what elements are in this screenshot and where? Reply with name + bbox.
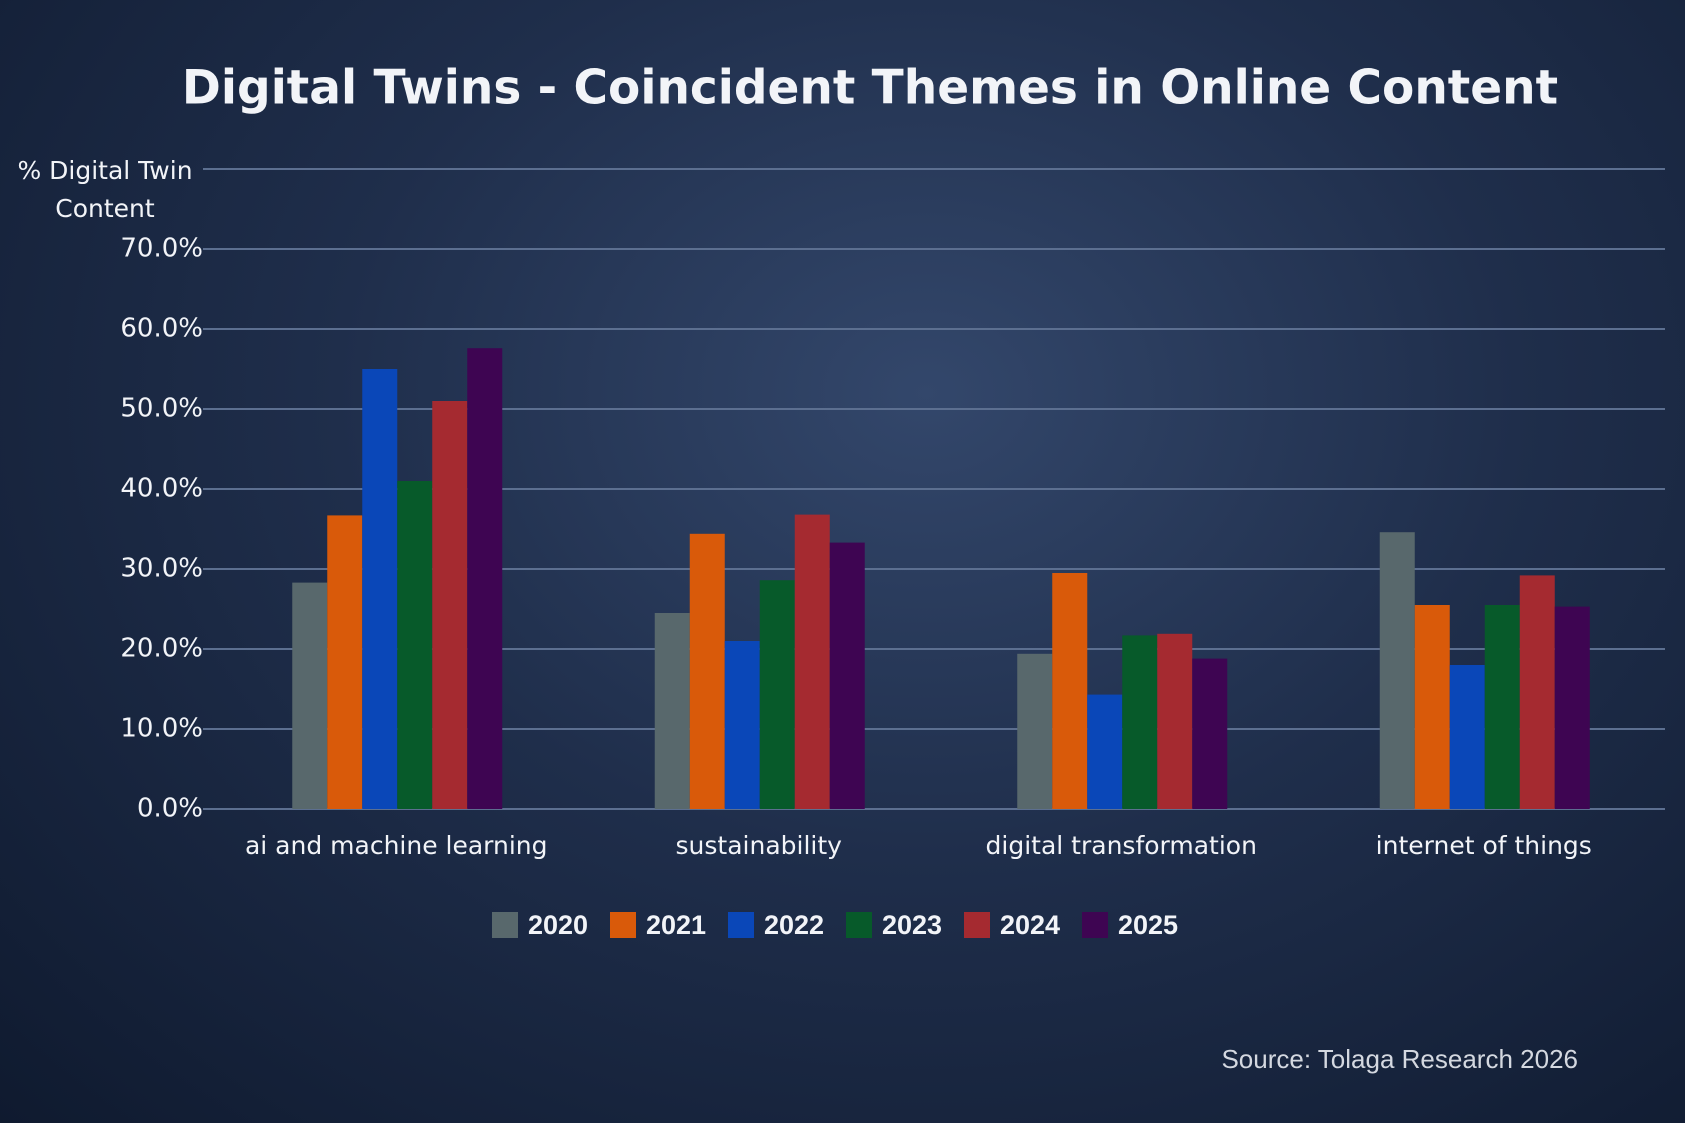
y-tick-label: 20.0% — [120, 634, 203, 664]
bar — [292, 582, 328, 809]
y-tick-label: 70.0% — [120, 234, 203, 264]
legend-swatch — [728, 912, 754, 938]
legend-label: 2022 — [764, 910, 824, 940]
legend-swatch — [610, 912, 636, 938]
bar — [1519, 575, 1555, 809]
y-tick-label: 0.0% — [137, 794, 203, 824]
y-axis-title: % Digital Twin Content — [17, 156, 193, 223]
legend-label: 2025 — [1118, 910, 1178, 940]
bar — [1554, 606, 1590, 809]
bar — [1449, 665, 1485, 809]
bar — [1122, 635, 1158, 809]
bar — [1379, 532, 1415, 809]
bar — [432, 401, 468, 809]
chart-title: Digital Twins - Coincident Themes in Onl… — [182, 61, 1558, 116]
legend-label: 2020 — [528, 910, 588, 940]
bar — [794, 514, 830, 809]
x-tick-label: digital transformation — [986, 831, 1257, 860]
y-tick-label: 40.0% — [120, 474, 203, 504]
bar — [1017, 653, 1053, 809]
bar — [1157, 633, 1193, 809]
legend-swatch — [492, 912, 518, 938]
x-tick-label: ai and machine learning — [245, 831, 548, 860]
y-tick-label: 30.0% — [120, 554, 203, 584]
bar — [362, 369, 398, 809]
bar — [1192, 658, 1228, 809]
legend-label: 2024 — [1000, 910, 1060, 940]
legend-swatch — [964, 912, 990, 938]
bar — [724, 641, 760, 809]
bar — [1052, 573, 1088, 809]
y-tick-label: 60.0% — [120, 314, 203, 344]
bar — [1087, 694, 1123, 809]
legend-swatch — [846, 912, 872, 938]
legend-swatch — [1082, 912, 1108, 938]
bar — [397, 481, 433, 809]
source-note: Source: Tolaga Research 2026 — [1221, 1044, 1578, 1074]
bar — [467, 348, 503, 809]
bar — [1414, 605, 1450, 809]
bar — [327, 515, 363, 809]
bar — [689, 533, 725, 809]
y-tick-label: 50.0% — [120, 394, 203, 424]
legend-label: 2023 — [882, 910, 942, 940]
legend-label: 2021 — [646, 910, 706, 940]
bar — [654, 613, 690, 809]
bar — [759, 580, 795, 809]
bar — [1484, 605, 1520, 809]
x-tick-label: internet of things — [1376, 831, 1592, 860]
x-tick-label: sustainability — [676, 831, 843, 860]
y-tick-label: 10.0% — [120, 714, 203, 744]
bar — [829, 542, 865, 809]
